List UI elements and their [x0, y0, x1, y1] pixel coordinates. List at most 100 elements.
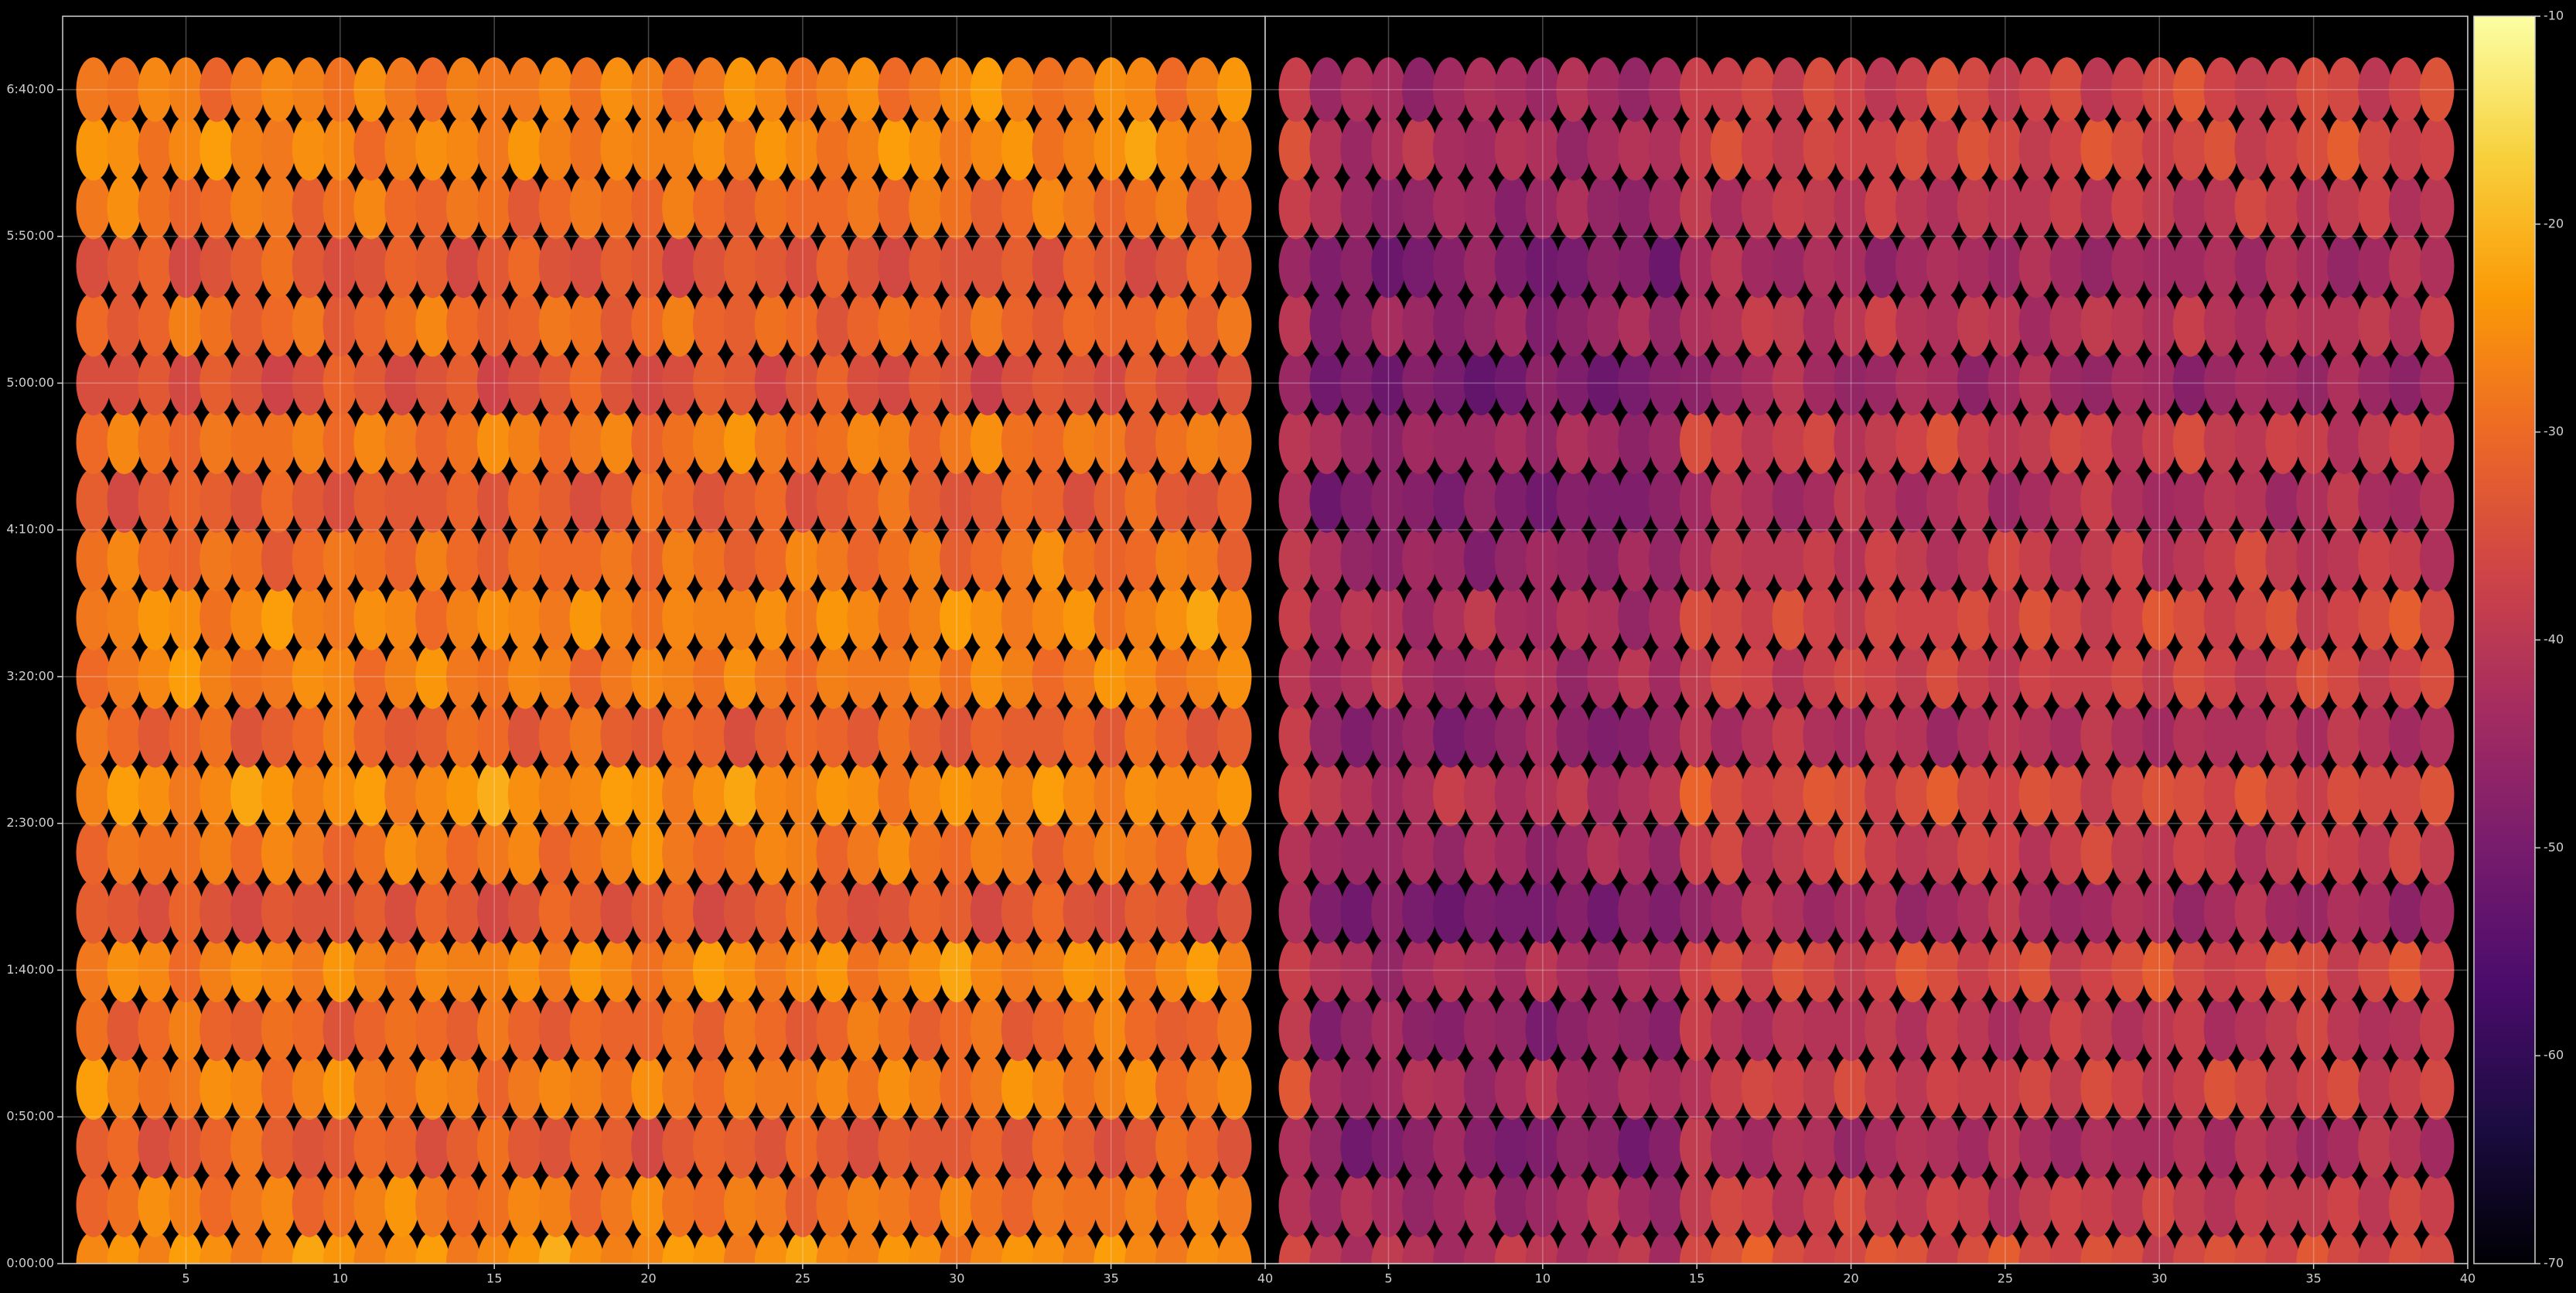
cell [2265, 1231, 2301, 1264]
cell [1525, 174, 1561, 240]
cell [353, 762, 389, 827]
cell [1679, 1114, 1714, 1179]
cell [1063, 644, 1098, 709]
cell [1432, 292, 1468, 357]
cell [909, 174, 943, 240]
cell [1124, 762, 1159, 827]
cell [107, 644, 142, 709]
cell [1371, 878, 1406, 944]
cell [847, 292, 882, 357]
cell [2358, 1114, 2393, 1179]
cell [107, 350, 142, 416]
x-tick-label: 40 [1257, 1271, 1273, 1286]
cell [2080, 233, 2115, 299]
x-tick-label: 5 [1384, 1271, 1392, 1286]
cell [1556, 585, 1592, 650]
cell [2080, 644, 2115, 709]
cell [1432, 1231, 1468, 1264]
cell [631, 585, 666, 650]
cell [1741, 527, 1776, 592]
cell [2419, 292, 2455, 357]
cell [507, 762, 543, 827]
cell [1186, 292, 1221, 357]
cell [1679, 937, 1714, 1003]
cell [1679, 762, 1714, 827]
cell [353, 409, 389, 475]
cell [1679, 350, 1714, 416]
cell [415, 57, 450, 122]
cell [939, 1172, 974, 1237]
cell [1741, 1114, 1776, 1179]
cell [692, 468, 728, 533]
cell [662, 1055, 697, 1121]
cell [1309, 878, 1345, 944]
cell [1001, 585, 1036, 650]
cell [2018, 878, 2054, 944]
cell [1063, 57, 1098, 122]
cell [415, 1114, 450, 1179]
cell [723, 937, 759, 1003]
cell [476, 1114, 512, 1179]
cell [1494, 937, 1530, 1003]
cell [1741, 644, 1776, 709]
cell [415, 996, 450, 1062]
cell [1525, 468, 1561, 533]
cell [2265, 878, 2301, 944]
cell [415, 703, 450, 768]
cell [1216, 937, 1252, 1003]
cell [1340, 937, 1375, 1003]
x-tick-label: 40 [2460, 1271, 2475, 1286]
cell [816, 996, 851, 1062]
cell [2234, 937, 2270, 1003]
y-tick-label: 0:50:00 [6, 1109, 54, 1124]
cell [1340, 57, 1375, 122]
cell [1525, 527, 1561, 592]
cell [1494, 57, 1530, 122]
cell [2358, 1231, 2393, 1264]
cell [631, 703, 666, 768]
cell [754, 644, 790, 709]
cell [1278, 116, 1314, 181]
cell [2419, 1172, 2455, 1237]
cell [107, 1172, 142, 1237]
cell [1371, 468, 1406, 533]
cell [1402, 1114, 1437, 1179]
cell [1834, 233, 1868, 299]
cell [292, 350, 327, 416]
cell [76, 57, 111, 122]
cell [1032, 409, 1067, 475]
cell [446, 762, 481, 827]
x-tick-label: 35 [2305, 1271, 2321, 1286]
cell [2388, 1055, 2424, 1121]
cell [1649, 233, 1684, 299]
cell [2111, 233, 2146, 299]
cell [2080, 937, 2115, 1003]
cell [1001, 57, 1036, 122]
cell [384, 409, 419, 475]
cell [1895, 174, 1930, 240]
cell [600, 1114, 636, 1179]
cell [816, 878, 851, 944]
cell [1679, 820, 1714, 885]
cell [1371, 820, 1406, 885]
cell [878, 233, 913, 299]
cell [1216, 703, 1252, 768]
cell [1001, 233, 1036, 299]
cell [2296, 468, 2331, 533]
cell [692, 1172, 728, 1237]
y-tick-label: 5:50:00 [6, 228, 54, 243]
cell [1155, 1231, 1190, 1264]
cell [1032, 937, 1067, 1003]
cell [1094, 820, 1128, 885]
cell [1741, 468, 1776, 533]
cell [1494, 116, 1530, 181]
cell [138, 703, 172, 768]
cell [631, 527, 666, 592]
cell [1772, 350, 1807, 416]
cell [1063, 116, 1098, 181]
cell [322, 1055, 358, 1121]
x-tick-label: 15 [1689, 1271, 1704, 1286]
cell [847, 762, 882, 827]
cell [2327, 350, 2362, 416]
cell [2111, 57, 2146, 122]
